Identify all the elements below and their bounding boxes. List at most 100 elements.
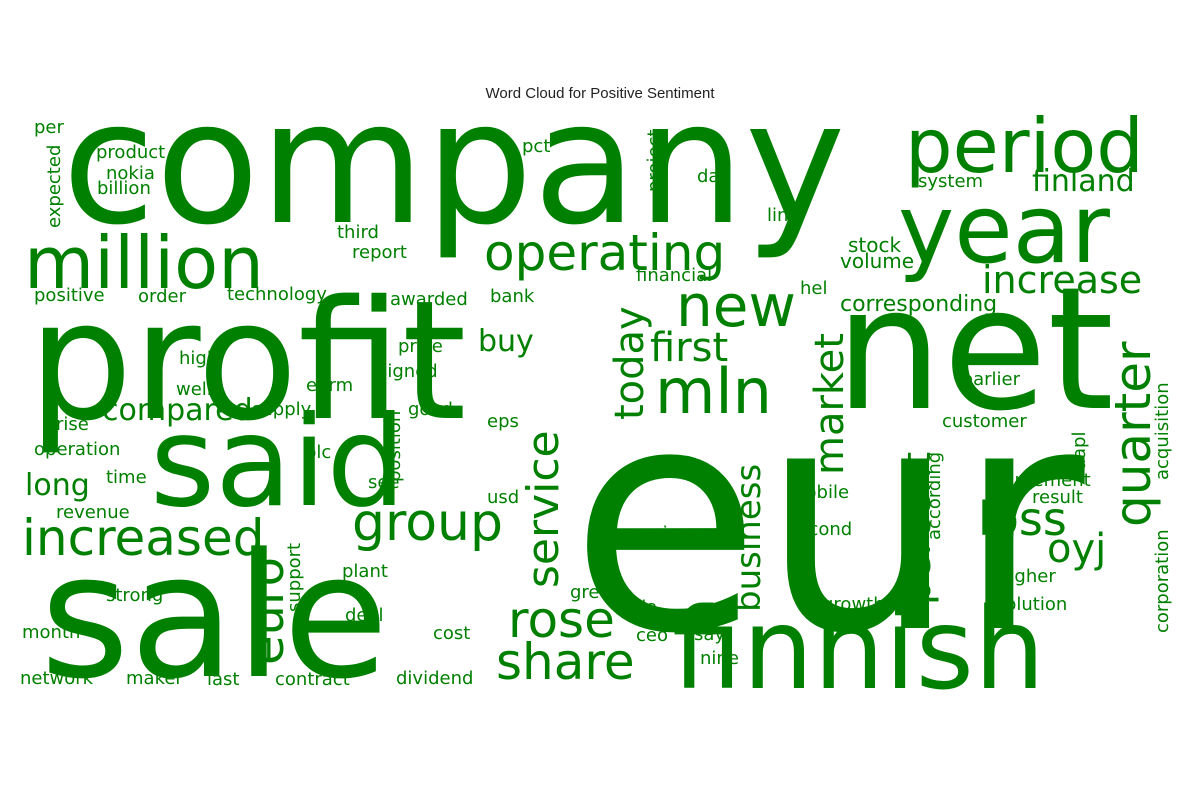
word-deal: deal	[345, 605, 384, 626]
word-buy: buy	[478, 324, 534, 359]
word-well: well	[176, 379, 212, 400]
word-positive: positive	[34, 285, 105, 306]
word-cost: cost	[433, 623, 470, 644]
word-acquisition: acquisition	[1152, 382, 1173, 480]
word-stock: stock	[848, 233, 901, 257]
word-financial: financial	[636, 265, 712, 286]
word-time: time	[106, 467, 147, 488]
word-finnish: finnish	[672, 585, 1045, 715]
word-hel: hel	[800, 278, 827, 299]
word-euro: euro	[239, 557, 295, 665]
word-aapl: aapl	[1069, 432, 1090, 471]
word-long: long	[25, 468, 90, 503]
word-product: product	[96, 142, 165, 163]
word-system: system	[918, 171, 983, 192]
word-last: last	[207, 669, 239, 690]
word-high: high	[179, 348, 218, 369]
word-position: position	[384, 411, 405, 482]
word-dividend: dividend	[396, 668, 473, 689]
word-good: good	[408, 399, 453, 420]
word-solution: solution	[996, 594, 1067, 615]
word-maker: maker	[126, 668, 183, 689]
word-price: price	[398, 336, 443, 357]
word-first: first	[650, 325, 728, 371]
word-signed: signed	[378, 361, 438, 382]
word-ceo: ceo	[636, 625, 668, 646]
chart-title: Word Cloud for Positive Sentiment	[485, 85, 715, 102]
word-plant: plant	[342, 561, 388, 582]
word-revenue: revenue	[56, 502, 130, 523]
word-operation: operation	[34, 439, 120, 460]
word-customer: customer	[942, 411, 1027, 432]
word-company: company	[62, 65, 846, 263]
word-nokia: nokia	[106, 163, 155, 184]
word-net: net	[835, 251, 1114, 449]
word-service: service	[518, 430, 569, 588]
word-strong: strong	[106, 585, 163, 606]
word-third: third	[337, 222, 379, 243]
word-year: year	[898, 175, 1111, 285]
word-billion: billion	[97, 178, 151, 199]
word-increased: increased	[22, 509, 264, 567]
word-new: new	[676, 272, 796, 340]
word-quarter: quarter	[1104, 341, 1162, 527]
word-grew: grew	[570, 582, 614, 603]
word-pct: pct	[522, 136, 550, 157]
word-increase: increase	[982, 258, 1142, 302]
word-eur: eur	[570, 341, 1088, 702]
word-percent: percent	[894, 452, 940, 605]
word-nine: nine	[700, 648, 739, 669]
word-day: day	[697, 166, 730, 187]
word-eurm: eurm	[306, 375, 353, 396]
word-contract: contract	[275, 669, 350, 690]
word-network: network	[20, 668, 94, 689]
word-growth: growth	[822, 594, 885, 615]
word-mln: mln	[655, 355, 772, 428]
word-profit: profit	[28, 265, 467, 457]
word-agreement: agreement	[992, 470, 1091, 491]
word-compared: compared	[102, 393, 253, 428]
word-finland: finland	[1032, 164, 1135, 199]
word-group: group	[352, 493, 503, 553]
word-million: million	[24, 221, 264, 305]
word-tsla: tsla	[625, 597, 657, 618]
word-per: per	[34, 117, 65, 138]
word-say: say	[694, 624, 725, 645]
word-result: result	[1032, 487, 1083, 508]
word-corresponding: corresponding	[840, 292, 997, 317]
word-sale: sale	[40, 516, 389, 717]
word-period: period	[905, 102, 1144, 190]
word-expected: expected	[44, 145, 65, 228]
word-line: line	[767, 205, 799, 226]
word-share: share	[496, 633, 635, 691]
word-higher: higher	[998, 566, 1056, 587]
word-supply: supply	[252, 399, 312, 420]
word-month: month	[22, 622, 80, 643]
word-operating: operating	[484, 224, 725, 282]
word-technology: technology	[227, 284, 327, 305]
word-loss: loss	[978, 492, 1067, 546]
word-plc: plc	[305, 442, 331, 463]
word-rise: rise	[56, 414, 89, 435]
word-rose: rose	[508, 591, 615, 649]
word-said: said	[150, 390, 406, 535]
word-awarded: awarded	[390, 289, 468, 310]
word-project: project	[644, 130, 665, 192]
word-bank: bank	[490, 286, 535, 307]
word-today: today	[607, 306, 653, 420]
word-eps: eps	[487, 411, 519, 432]
word-volume: volume	[840, 249, 914, 273]
word-mobile: mobile	[788, 482, 849, 503]
word-earnings: earnings	[622, 523, 700, 544]
word-usd: usd	[487, 487, 519, 508]
word-report: report	[352, 242, 407, 263]
word-order: order	[138, 286, 187, 307]
word-second: second	[788, 519, 852, 540]
word-market: market	[807, 333, 853, 475]
word-according: according	[924, 452, 945, 540]
word-oyj: oyj	[1047, 526, 1106, 572]
word-support: support	[284, 543, 305, 612]
word-business: business	[729, 464, 769, 612]
